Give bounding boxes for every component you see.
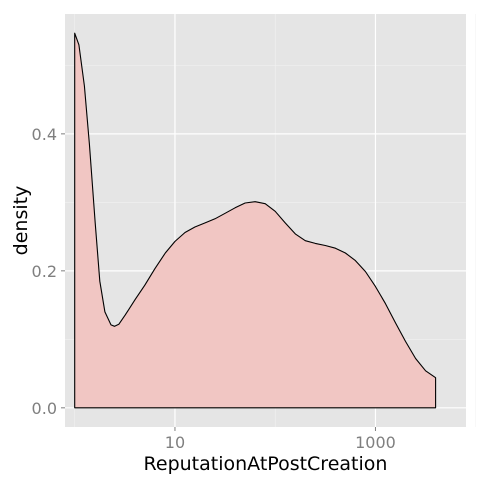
y-tick-label: 0.2 (32, 262, 57, 281)
y-axis-title: density (10, 186, 32, 256)
x-axis-ticks: 10 1000 (165, 427, 396, 452)
x-tick-label: 1000 (355, 433, 396, 452)
y-tick-label: 0.4 (32, 125, 57, 144)
x-tick-label: 10 (165, 433, 185, 452)
y-tick-label: 0.0 (32, 399, 57, 418)
x-axis-title: ReputationAtPostCreation (144, 453, 388, 475)
y-axis-ticks: 0.0 0.2 0.4 (32, 125, 65, 418)
